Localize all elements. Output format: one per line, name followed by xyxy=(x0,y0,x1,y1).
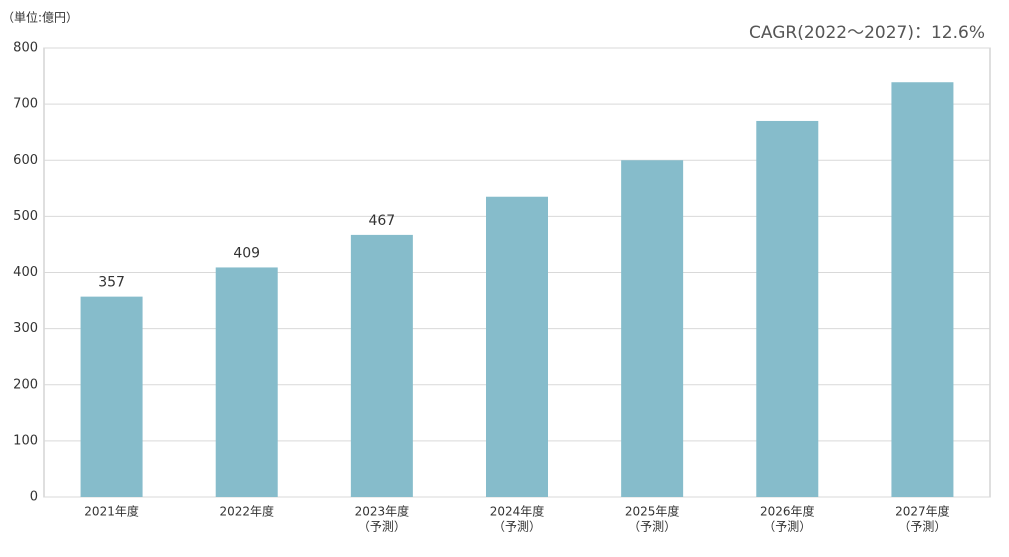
y-tick-label: 100 xyxy=(13,433,38,448)
y-tick-label: 400 xyxy=(13,265,38,280)
y-tick-label: 600 xyxy=(13,153,38,168)
y-tick-label: 200 xyxy=(13,377,38,392)
bar xyxy=(80,296,143,497)
x-tick-label: 2023年度 xyxy=(355,504,410,519)
x-tick-label: （予測） xyxy=(628,520,676,534)
x-tick-label: （予測） xyxy=(763,520,811,534)
bar xyxy=(215,267,278,497)
y-tick-label: 500 xyxy=(13,209,38,224)
x-tick-label: （予測） xyxy=(493,520,541,534)
x-tick-label: 2025年度 xyxy=(625,504,680,519)
y-tick-label: 700 xyxy=(13,97,38,112)
x-tick-label: 2022年度 xyxy=(219,504,274,519)
x-tick-label: 2026年度 xyxy=(760,504,815,519)
bar xyxy=(621,160,684,497)
y-tick-label: 800 xyxy=(13,41,38,56)
x-tick-label: （予測） xyxy=(358,520,406,534)
x-tick-label: 2027年度 xyxy=(895,504,950,519)
value-label: 467 xyxy=(368,213,395,229)
cagr-annotation: CAGR(2022～2027)：12.6% xyxy=(749,23,985,43)
y-axis-unit: （単位:億円） xyxy=(2,10,78,25)
y-tick-label: 0 xyxy=(30,490,38,505)
y-tick-label: 300 xyxy=(13,321,38,336)
value-label: 357 xyxy=(98,275,125,291)
x-tick-label: （予測） xyxy=(898,520,946,534)
x-tick-label: 2024年度 xyxy=(490,504,545,519)
bar xyxy=(486,196,548,497)
bar xyxy=(756,120,819,498)
bar xyxy=(891,82,954,497)
bar xyxy=(350,234,413,498)
value-label: 409 xyxy=(233,245,260,261)
x-tick-label: 2021年度 xyxy=(84,504,139,519)
